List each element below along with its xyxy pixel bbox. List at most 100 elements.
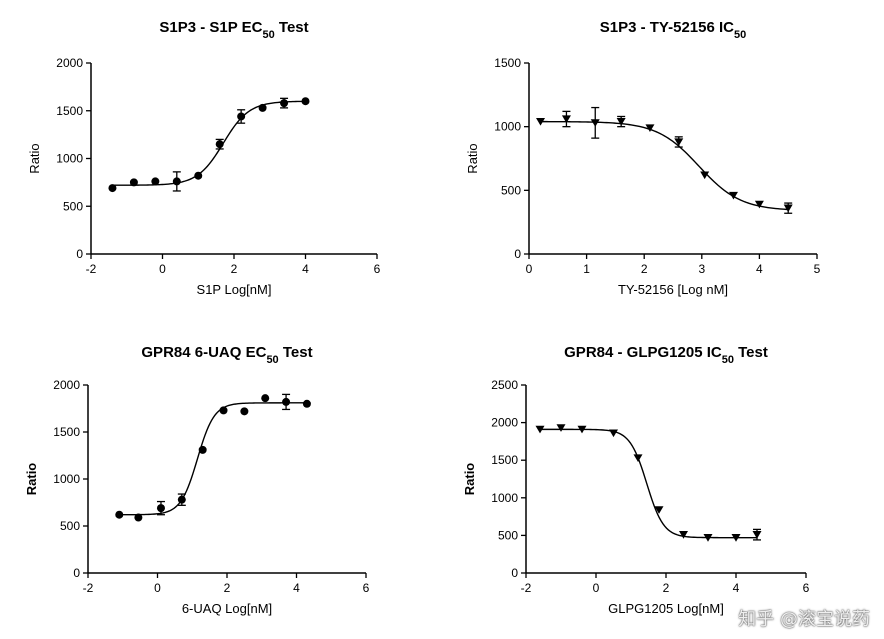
chart-title-subscript: 50: [722, 354, 734, 366]
x-tick-label: 2: [641, 262, 648, 276]
data-point: [609, 429, 618, 438]
fit-curve: [112, 100, 306, 186]
data-point: [151, 177, 160, 186]
y-tick-label: 1000: [53, 472, 80, 486]
x-tick-label: -2: [86, 262, 97, 276]
data-point: [194, 171, 203, 180]
data-point: [556, 424, 566, 432]
y-axis-label: Ratio: [462, 463, 477, 496]
data-point: [752, 531, 762, 539]
x-tick-label: 6: [374, 262, 381, 276]
chart-title: S1P3 - TY-52156 IC50: [600, 19, 747, 41]
chart-title-tail: Test: [734, 344, 768, 361]
y-tick-label: 2000: [53, 378, 80, 392]
y-tick-label: 1000: [491, 491, 518, 505]
x-tick-label: 0: [526, 262, 533, 276]
data-point: [754, 200, 764, 209]
data-point: [728, 191, 738, 200]
x-tick-label: 6: [363, 581, 370, 595]
data-point: [177, 495, 186, 504]
chart-title-main: S1P3 - TY-52156 IC: [600, 19, 734, 36]
chart-title-main: GPR84 - GLPG1205 IC: [564, 344, 722, 361]
x-tick-label: -2: [83, 581, 94, 595]
data-point: [577, 425, 587, 434]
data-point: [282, 397, 291, 406]
x-tick-label: 2: [663, 581, 670, 595]
y-tick-label: 1000: [494, 120, 521, 134]
fit-curve: [540, 120, 789, 211]
y-tick-label: 500: [498, 528, 518, 542]
y-tick-label: 0: [73, 566, 80, 580]
x-tick-label: 2: [231, 262, 238, 276]
data-point: [302, 399, 311, 408]
data-point: [561, 115, 571, 124]
chart-title-main: S1P3 - S1P EC: [159, 19, 262, 36]
fit-curve: [119, 402, 307, 516]
data-point: [280, 99, 289, 108]
y-tick-label: 2000: [56, 56, 83, 70]
x-tick-label: 4: [756, 262, 763, 276]
data-point: [679, 531, 688, 539]
x-tick-label: 5: [814, 262, 821, 276]
data-point: [108, 184, 117, 193]
data-point: [703, 534, 713, 542]
data-point: [261, 394, 270, 403]
y-tick-label: 0: [514, 247, 521, 261]
data-point: [633, 454, 643, 462]
data-point: [172, 177, 181, 186]
data-point: [219, 406, 228, 415]
x-tick-label: 4: [293, 581, 300, 595]
data-point: [129, 178, 138, 187]
data-point: [134, 513, 143, 522]
x-tick-label: 4: [302, 262, 309, 276]
data-point: [237, 112, 246, 121]
data-point: [645, 124, 655, 132]
y-tick-label: 0: [511, 566, 518, 580]
y-tick-label: 1500: [53, 425, 80, 439]
data-point: [156, 504, 165, 513]
chart-title-main: GPR84 6-UAQ EC: [141, 344, 266, 361]
data-point: [215, 140, 224, 149]
y-axis-label: Ratio: [465, 143, 480, 173]
chart-panel-4: GPR84 - GLPG1205 IC50 Test05001000150020…: [462, 344, 810, 616]
data-point: [535, 425, 545, 434]
y-tick-label: 500: [501, 183, 521, 197]
chart-title: S1P3 - S1P EC50 Test: [159, 19, 308, 41]
chart-title-subscript: 50: [262, 29, 274, 41]
x-axis-label: GLPG1205 Log[nM]: [608, 601, 724, 616]
y-tick-label: 1500: [56, 104, 83, 118]
x-tick-label: 2: [224, 581, 231, 595]
data-point: [783, 204, 793, 213]
x-axis-label: S1P Log[nM]: [197, 282, 272, 297]
x-tick-label: 0: [593, 581, 600, 595]
chart-title-tail: Test: [275, 19, 309, 36]
data-point: [240, 407, 249, 416]
x-tick-label: 1: [583, 262, 590, 276]
data-point: [258, 103, 267, 112]
y-tick-label: 500: [63, 199, 83, 213]
chart-title-tail: Test: [279, 344, 313, 361]
x-tick-label: -2: [521, 581, 532, 595]
data-point: [301, 97, 310, 106]
y-tick-label: 0: [76, 247, 83, 261]
y-tick-label: 1500: [491, 453, 518, 467]
y-tick-label: 2000: [491, 416, 518, 430]
x-tick-label: 0: [154, 581, 161, 595]
chart-title: GPR84 - GLPG1205 IC50 Test: [564, 344, 768, 366]
watermark: 知乎 @滚宝说药: [738, 609, 870, 630]
fit-curve: [540, 428, 757, 539]
x-axis-label: TY-52156 [Log nM]: [618, 282, 728, 297]
x-tick-label: 0: [159, 262, 166, 276]
x-tick-label: 6: [803, 581, 810, 595]
data-point: [674, 138, 684, 146]
y-tick-label: 500: [60, 519, 80, 533]
chart-title: GPR84 6-UAQ EC50 Test: [141, 344, 312, 366]
y-tick-label: 1000: [56, 152, 83, 166]
data-point: [590, 119, 600, 127]
chart-title-subscript: 50: [266, 354, 278, 366]
data-point: [616, 117, 626, 126]
x-tick-label: 3: [698, 262, 705, 276]
